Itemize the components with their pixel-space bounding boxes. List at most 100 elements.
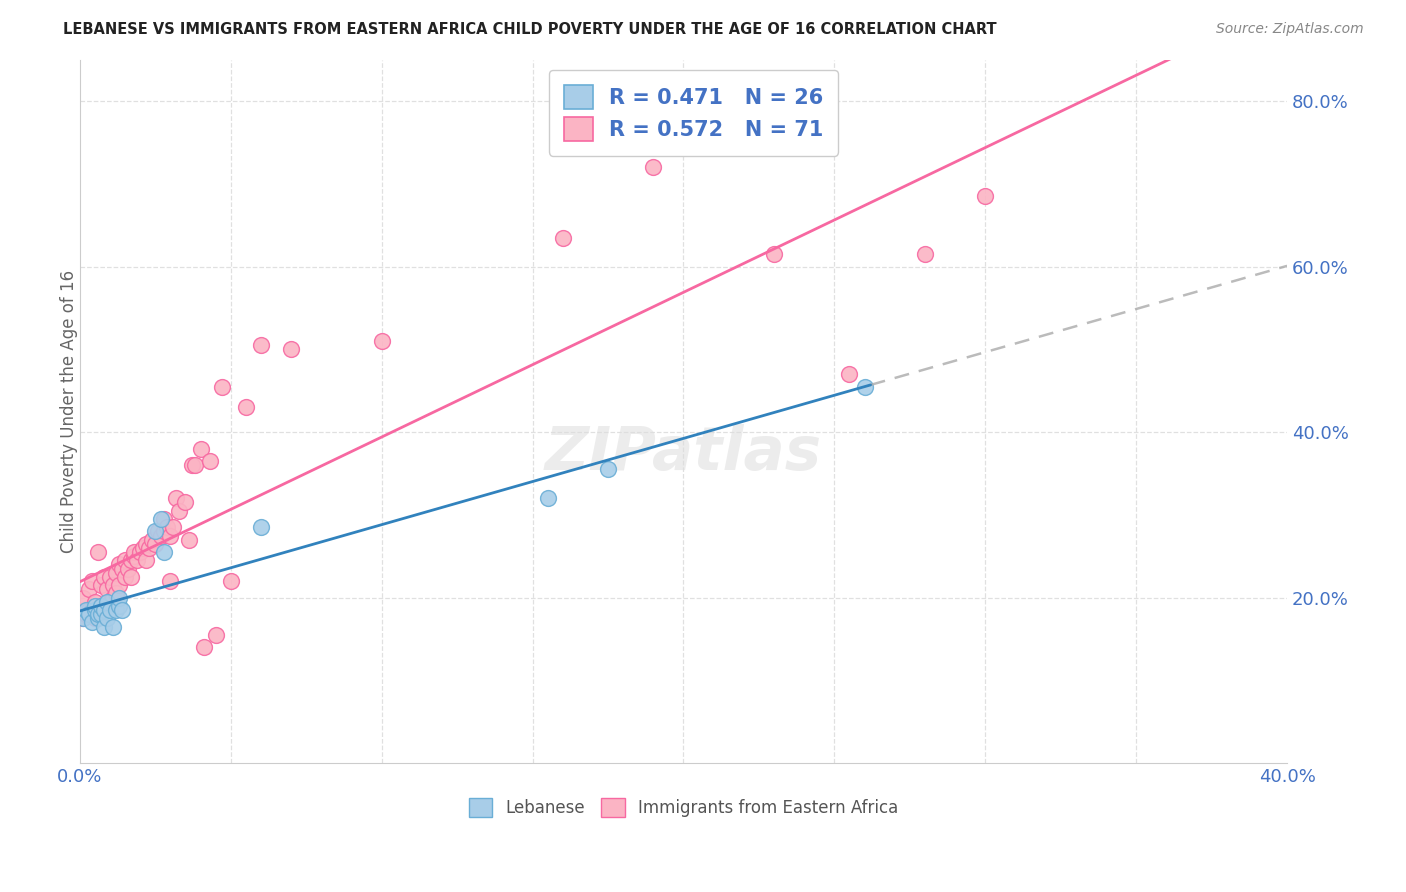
Point: [135, 553, 157, 567]
Point: [72, 591, 94, 605]
Point: [177, 533, 200, 547]
Point: [141, 533, 163, 547]
Point: [105, 566, 128, 580]
Point: [114, 570, 136, 584]
Point: [90, 607, 112, 622]
Point: [280, 343, 302, 357]
Point: [153, 512, 176, 526]
Point: [853, 379, 876, 393]
Point: [80, 574, 103, 588]
Y-axis label: Child Poverty Under the Age of 16: Child Poverty Under the Age of 16: [60, 269, 77, 553]
Point: [165, 491, 187, 506]
Point: [150, 528, 173, 542]
Point: [84, 595, 107, 609]
Point: [174, 495, 197, 509]
Point: [129, 545, 152, 559]
Point: [370, 334, 392, 348]
Point: [101, 578, 124, 592]
Point: [87, 545, 110, 559]
Point: [111, 561, 134, 575]
Point: [77, 603, 100, 617]
Point: [87, 611, 110, 625]
Point: [101, 591, 124, 605]
Point: [72, 611, 94, 625]
Point: [180, 458, 202, 472]
Point: [914, 247, 936, 261]
Point: [90, 599, 112, 613]
Point: [122, 549, 145, 564]
Point: [77, 582, 100, 597]
Point: [250, 520, 273, 534]
Point: [98, 603, 121, 617]
Point: [90, 578, 112, 592]
Text: LEBANESE VS IMMIGRANTS FROM EASTERN AFRICA CHILD POVERTY UNDER THE AGE OF 16 COR: LEBANESE VS IMMIGRANTS FROM EASTERN AFRI…: [63, 22, 997, 37]
Point: [93, 603, 115, 617]
Point: [93, 619, 115, 633]
Point: [159, 574, 181, 588]
Point: [117, 561, 139, 575]
Point: [127, 553, 149, 567]
Point: [974, 189, 997, 203]
Point: [838, 367, 860, 381]
Point: [84, 599, 107, 613]
Point: [122, 545, 145, 559]
Point: [132, 541, 155, 555]
Point: [219, 574, 242, 588]
Point: [90, 599, 112, 613]
Point: [101, 619, 124, 633]
Point: [96, 611, 118, 625]
Point: [80, 615, 103, 630]
Point: [87, 603, 110, 617]
Point: [204, 628, 226, 642]
Point: [183, 458, 205, 472]
Point: [138, 541, 160, 555]
Point: [108, 578, 131, 592]
Point: [96, 595, 118, 609]
Point: [120, 553, 142, 567]
Point: [87, 607, 110, 622]
Point: [98, 595, 121, 609]
Point: [150, 512, 173, 526]
Point: [596, 462, 619, 476]
Point: [84, 611, 107, 625]
Point: [643, 160, 665, 174]
Point: [153, 545, 176, 559]
Point: [105, 586, 128, 600]
Point: [108, 599, 131, 613]
Point: [98, 570, 121, 584]
Point: [135, 537, 157, 551]
Point: [537, 491, 560, 506]
Point: [162, 520, 184, 534]
Point: [193, 640, 215, 655]
Point: [143, 537, 166, 551]
Point: [96, 599, 118, 613]
Text: ZIPatlas: ZIPatlas: [546, 424, 823, 483]
Point: [105, 603, 128, 617]
Legend: Lebanese, Immigrants from Eastern Africa: Lebanese, Immigrants from Eastern Africa: [460, 789, 907, 825]
Point: [153, 524, 176, 539]
Point: [80, 603, 103, 617]
Point: [156, 520, 179, 534]
Point: [198, 454, 221, 468]
Point: [96, 582, 118, 597]
Point: [211, 379, 233, 393]
Point: [75, 603, 97, 617]
Point: [93, 570, 115, 584]
Point: [159, 528, 181, 542]
Point: [72, 611, 94, 625]
Point: [235, 401, 257, 415]
Point: [120, 570, 142, 584]
Point: [551, 230, 574, 244]
Point: [114, 553, 136, 567]
Point: [763, 247, 786, 261]
Point: [148, 524, 170, 539]
Point: [75, 607, 97, 622]
Point: [190, 442, 212, 456]
Point: [84, 603, 107, 617]
Point: [77, 607, 100, 622]
Point: [108, 558, 131, 572]
Point: [93, 599, 115, 613]
Point: [169, 504, 191, 518]
Point: [143, 524, 166, 539]
Point: [108, 591, 131, 605]
